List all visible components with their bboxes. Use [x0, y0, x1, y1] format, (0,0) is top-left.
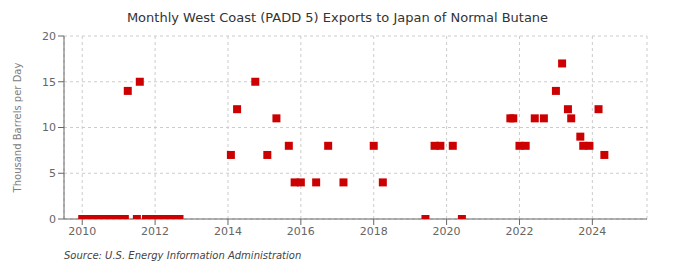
svg-text:5: 5: [49, 167, 56, 180]
svg-text:2024: 2024: [578, 225, 606, 238]
svg-text:2022: 2022: [505, 225, 533, 238]
svg-text:15: 15: [42, 76, 56, 89]
svg-text:2018: 2018: [360, 225, 388, 238]
html-text:Source: U.S. Energy Informatio: Source: U.S. Energy Information Administ…: [64, 250, 302, 261]
svg-text:20: 20: [42, 30, 56, 43]
svg-text:2014: 2014: [214, 225, 242, 238]
html-text:Monthly West Coast (PADD 5) Ex: Monthly West Coast (PADD 5) Exports to J…: [126, 10, 549, 25]
svg-text:Thousand Barrels per Day: Thousand Barrels per Day: [12, 63, 23, 194]
svg-text:10: 10: [42, 121, 56, 134]
svg-text:2020: 2020: [433, 225, 461, 238]
svg-text:2010: 2010: [68, 225, 96, 238]
svg-text:2012: 2012: [141, 225, 169, 238]
svg-text:2016: 2016: [287, 225, 315, 238]
svg-text:0: 0: [49, 213, 56, 226]
